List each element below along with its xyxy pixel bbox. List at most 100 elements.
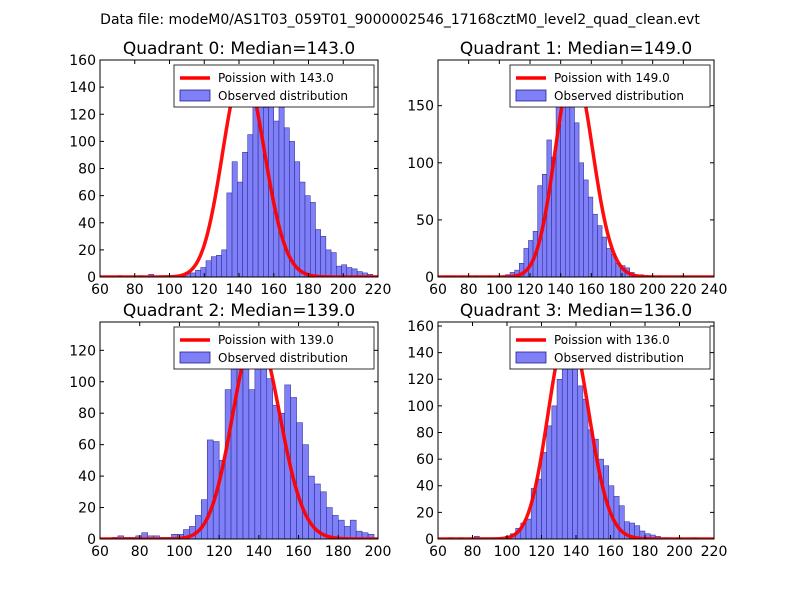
histogram-bar	[320, 236, 327, 277]
x-tick-label: 180	[325, 544, 352, 560]
quadrant-panel-3: Quadrant 3: Median=136.0 60 80 100 120 140 160…	[407, 301, 727, 560]
histogram-bar	[272, 405, 279, 539]
y-tick-label: 140	[69, 80, 96, 96]
quadrant-panel-0: Quadrant 0: Median=143.0 60 80 100 120 140 160…	[69, 39, 391, 298]
y-tick-label: 100	[407, 156, 434, 172]
histogram-bar	[242, 350, 250, 539]
histogram-bar	[278, 86, 285, 277]
histogram-bar	[296, 422, 303, 539]
y-tick-label: 40	[78, 216, 96, 232]
histogram-bar	[556, 378, 563, 539]
y-tick-label: 20	[416, 505, 434, 521]
y-tick-label: 0	[425, 270, 434, 286]
y-tick-label: 0	[87, 270, 96, 286]
poisson-curve	[100, 331, 378, 539]
histogram-bar	[190, 272, 196, 277]
histogram-bar	[349, 519, 357, 539]
histogram-bar	[338, 519, 345, 539]
histogram-bar	[574, 122, 580, 277]
y-tick-label: 120	[69, 343, 96, 359]
y-tick-label: 20	[78, 501, 96, 517]
y-tick-label: 0	[87, 532, 96, 548]
legend-bar-swatch	[515, 351, 547, 364]
x-tick-label: 200	[365, 544, 392, 560]
histogram-bar	[525, 518, 532, 539]
histogram-bar	[536, 478, 542, 539]
panel-title: Quadrant 3: Median=136.0	[460, 301, 692, 321]
y-tick-label: 60	[416, 452, 434, 468]
legend-bar-label: Observed distribution	[218, 351, 348, 365]
y-tick-label: 140	[407, 346, 434, 362]
histogram-bar	[577, 385, 584, 539]
x-tick-label: 120	[206, 544, 233, 560]
histogram-bar	[260, 362, 268, 539]
x-tick-label: 80	[126, 282, 144, 298]
x-tick-label: 60	[429, 544, 447, 560]
histogram-bar	[299, 181, 306, 277]
x-tick-label: 220	[365, 282, 392, 298]
x-tick-label: 160	[597, 544, 624, 560]
histogram-bar	[231, 161, 238, 277]
histogram-bar	[546, 425, 553, 539]
histogram-bar	[578, 162, 584, 277]
x-tick-label: 220	[701, 544, 728, 560]
x-tick-label: 160	[578, 282, 605, 298]
x-tick-label: 200	[330, 282, 357, 298]
x-tick-label: 200	[666, 544, 693, 560]
histogram-bar	[326, 507, 333, 539]
histogram-bar	[332, 515, 339, 539]
legend-bar-label: Observed distribution	[554, 89, 684, 103]
x-tick-label: 220	[670, 282, 697, 298]
x-tick-label: 100	[486, 282, 513, 298]
x-tick-label: 180	[632, 544, 659, 560]
x-tick-label: 180	[609, 282, 636, 298]
legend-line-label: Poission with 143.0	[218, 71, 334, 85]
histogram-bar	[560, 94, 566, 277]
x-tick-label: 200	[639, 282, 666, 298]
y-tick-label: 40	[416, 479, 434, 495]
x-tick-label: 180	[295, 282, 322, 298]
x-tick-label: 120	[191, 282, 218, 298]
histogram-bar	[606, 248, 612, 277]
legend: Poission with 143.0 Observed distribution	[173, 64, 375, 108]
histogram-bar	[252, 100, 259, 277]
x-tick-label: 100	[494, 544, 521, 560]
x-tick-label: 80	[131, 544, 149, 560]
x-tick-label: 160	[260, 282, 287, 298]
y-tick-label: 160	[407, 319, 434, 335]
quadrant-panel-1: Quadrant 1: Median=149.060 80 100 120 140 160…	[407, 39, 727, 298]
legend-bar-swatch	[179, 351, 211, 364]
panel-title: Quadrant 1: Median=149.0	[460, 39, 692, 59]
y-tick-label: 120	[407, 372, 434, 388]
histogram-bar	[587, 429, 594, 539]
histogram-bar	[206, 439, 214, 539]
histogram-bar	[304, 195, 311, 277]
histogram-bar	[592, 213, 598, 277]
histogram-bar	[263, 107, 269, 277]
y-tick-label: 120	[69, 107, 96, 123]
y-tick-label: 80	[416, 425, 434, 441]
x-tick-label: 100	[156, 282, 183, 298]
histogram-bar	[613, 496, 620, 539]
y-tick-label: 100	[407, 399, 434, 415]
legend-bar-label: Observed distribution	[554, 351, 684, 365]
y-tick-label: 40	[78, 469, 96, 485]
histogram-bar	[205, 260, 212, 277]
quadrant-panel-2: Quadrant 2: Median=139.0 60 80 100 120 140 160…	[69, 301, 391, 560]
axes-frame	[437, 59, 715, 278]
y-tick-label: 80	[78, 406, 96, 422]
legend-bar-swatch	[515, 89, 547, 102]
x-tick-label: 240	[701, 282, 728, 298]
histogram-bar	[216, 255, 222, 277]
histogram-bar	[588, 196, 594, 277]
y-tick-label: 60	[78, 438, 96, 454]
y-tick-label: 100	[69, 134, 96, 150]
x-tick-label: 140	[245, 544, 272, 560]
x-tick-label: 140	[563, 544, 590, 560]
histogram-bar	[195, 269, 202, 277]
axes-frame	[99, 321, 379, 540]
histogram-bar	[266, 378, 274, 539]
x-tick-label: 60	[91, 282, 109, 298]
histogram-bar	[237, 181, 243, 277]
